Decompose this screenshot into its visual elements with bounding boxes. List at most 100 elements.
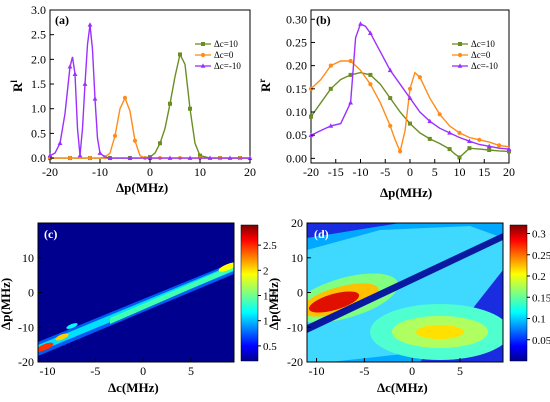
data-point	[388, 123, 393, 129]
data-point	[127, 155, 133, 160]
data-point	[97, 150, 103, 155]
colorbar-tick-label: 0.05	[532, 335, 550, 347]
colorbar-tick-label: 0.15	[532, 292, 550, 304]
x-tick-label: 10	[194, 165, 206, 179]
data-point	[368, 72, 373, 77]
data-point	[227, 155, 233, 160]
panel-c-ylabel: Δp(MHz)	[0, 278, 13, 330]
panel-c-hotspot-left	[38, 342, 54, 352]
x-tick-label: -10	[353, 165, 369, 179]
data-point	[158, 141, 162, 146]
legend-marker	[200, 52, 206, 58]
panel-d-lobe-upper-core	[308, 291, 360, 313]
y-tick-label: 0.15	[286, 82, 307, 96]
data-point	[168, 101, 172, 106]
colorbar-tick-label: 0.5	[263, 341, 277, 353]
y-tick-label: -20	[18, 355, 34, 369]
data-point	[358, 21, 363, 26]
colorbar-tick-label: 1	[263, 316, 269, 328]
panel-b-ylabel: Rr	[257, 79, 273, 92]
x-tick-label: 20	[244, 165, 256, 179]
legend-label: Δc=10	[471, 39, 495, 49]
data-point	[497, 143, 502, 148]
colorbar-tick-label: 0.1	[532, 314, 546, 326]
y-tick-label: 10	[291, 251, 303, 265]
data-point	[387, 67, 393, 73]
x-tick-label: 5	[188, 364, 194, 378]
data-point	[348, 58, 353, 64]
legend-label: Δc=0	[214, 50, 234, 60]
legend-marker	[458, 42, 462, 46]
data-point	[348, 72, 353, 77]
data-point	[507, 149, 511, 154]
x-tick-label: -5	[359, 364, 369, 378]
data-point	[82, 81, 88, 86]
y-tick-label: -10	[18, 320, 34, 334]
colorbar-tick-label: 0.2	[532, 271, 546, 283]
y-tick-label: 2.0	[31, 52, 46, 66]
panel-a-xlabel: Δp(MHz)	[116, 180, 168, 195]
data-point	[437, 112, 442, 117]
x-tick-label: -5	[380, 165, 390, 179]
series-line-2	[310, 22, 510, 150]
panel-b-label: (b)	[316, 13, 331, 27]
legend-marker	[201, 42, 205, 46]
panel-a-frame	[49, 9, 251, 164]
legend-label: Δc=-10	[214, 61, 241, 71]
y-tick-label: 0	[28, 286, 34, 300]
data-point	[247, 155, 253, 160]
data-point	[309, 114, 313, 119]
y-tick-label: 1.0	[31, 102, 46, 116]
data-point	[328, 63, 333, 68]
panel-d-colorbar	[509, 224, 528, 362]
panel-d: -10 -5 0 5 -20 -10 0 10 20 (d) Δc(MHz) Δp(MHz) 0…	[266, 216, 550, 395]
data-point	[388, 96, 393, 101]
panel-a-label: (a)	[55, 13, 69, 27]
y-tick-label: 1.5	[31, 77, 46, 91]
y-tick-label: 20	[291, 216, 303, 230]
x-tick-label: 0	[140, 364, 146, 378]
x-tick-label: -10	[309, 364, 325, 378]
panel-a: -20 -10 0 10 20 0.0 0.5 1.0 1.5 2.0 2.5 3.0 (a) Δp(…	[9, 3, 256, 195]
x-tick-label: 15	[478, 165, 490, 179]
data-point	[348, 100, 353, 105]
y-tick-label: 10	[22, 251, 34, 265]
y-tick-label: 0.25	[286, 35, 307, 49]
legend-label: Δc=-10	[471, 61, 498, 71]
colorbar-tick-label: 1.5	[263, 291, 277, 303]
panel-a-ylabel: Rl	[9, 80, 25, 92]
data-point	[477, 137, 482, 142]
data-point	[167, 155, 173, 160]
data-point	[486, 143, 492, 149]
y-tick-label: 2.5	[31, 28, 46, 42]
data-point	[447, 147, 452, 152]
x-tick-label: -5	[90, 364, 100, 378]
x-tick-label: 0	[409, 364, 415, 378]
data-point	[457, 155, 462, 160]
data-point	[87, 155, 93, 161]
x-tick-label: -15	[328, 165, 344, 179]
colorbar-tick-label: 2.5	[263, 240, 277, 252]
data-point	[207, 155, 213, 160]
y-tick-label: 0.5	[31, 126, 46, 140]
panel-d-label: (d)	[314, 227, 329, 241]
data-point	[407, 86, 413, 91]
x-tick-label: 0	[147, 165, 153, 179]
data-point	[107, 155, 113, 160]
panel-c-xlabel: Δc(MHz)	[108, 380, 159, 395]
x-tick-label: 20	[503, 165, 515, 179]
legend-label: Δc=0	[471, 50, 491, 60]
x-tick-label: -10	[40, 364, 56, 378]
data-point	[147, 155, 153, 160]
legend-marker	[200, 63, 206, 68]
data-point	[487, 148, 492, 153]
series-line-0	[310, 71, 510, 159]
y-tick-label: -20	[287, 355, 303, 369]
data-point	[328, 86, 333, 91]
panel-c-band-core	[110, 265, 234, 324]
data-point	[408, 121, 412, 126]
x-tick-label: 5	[432, 165, 438, 179]
data-point	[67, 155, 73, 161]
